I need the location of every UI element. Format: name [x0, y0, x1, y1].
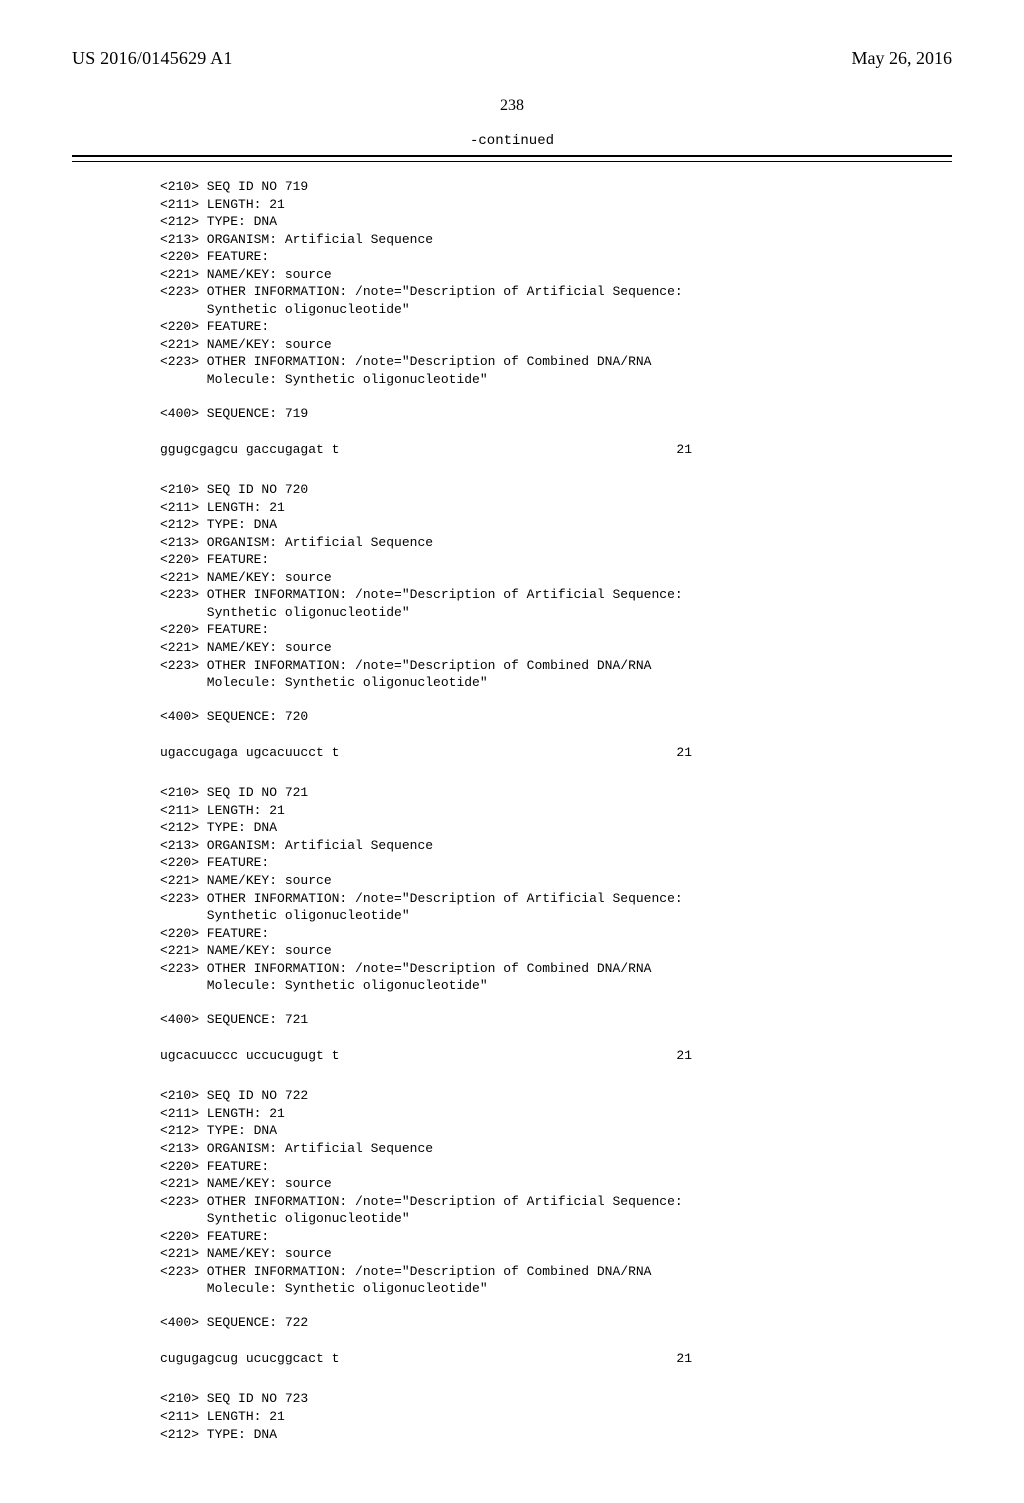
page-number: 238 [72, 97, 952, 115]
sequence-listing: <210> SEQ ID NO 719 <211> LENGTH: 21 <21… [72, 178, 952, 1443]
sequence-row: ggugcgagcu gaccugagat t 21 [72, 442, 952, 457]
rule-top-thin [72, 161, 952, 162]
sequence-text: cugugagcug ucucggcact t [160, 1351, 339, 1366]
sequence-header: <400> SEQUENCE: 722 [72, 1314, 952, 1332]
sequence-entry: <210> SEQ ID NO 721 <211> LENGTH: 21 <21… [72, 784, 952, 995]
sequence-length: 21 [676, 442, 692, 457]
sequence-text: ugaccugaga ugcacuucct t [160, 745, 339, 760]
continued-label: -continued [72, 133, 952, 149]
document-header: US 2016/0145629 A1 May 26, 2016 [72, 48, 952, 69]
sequence-header: <400> SEQUENCE: 721 [72, 1011, 952, 1029]
sequence-text: ggugcgagcu gaccugagat t [160, 442, 339, 457]
page-container: US 2016/0145629 A1 May 26, 2016 238 -con… [0, 0, 1024, 1503]
sequence-entry: <210> SEQ ID NO 719 <211> LENGTH: 21 <21… [72, 178, 952, 389]
sequence-length: 21 [676, 1351, 692, 1366]
sequence-row: cugugagcug ucucggcact t 21 [72, 1351, 952, 1366]
sequence-text: ugcacuuccc uccucugugt t [160, 1048, 339, 1063]
sequence-row: ugcacuuccc uccucugugt t 21 [72, 1048, 952, 1063]
sequence-entry: <210> SEQ ID NO 723 <211> LENGTH: 21 <21… [72, 1390, 952, 1443]
sequence-row: ugaccugaga ugcacuucct t 21 [72, 745, 952, 760]
sequence-entry: <210> SEQ ID NO 722 <211> LENGTH: 21 <21… [72, 1087, 952, 1298]
sequence-length: 21 [676, 745, 692, 760]
sequence-entry: <210> SEQ ID NO 720 <211> LENGTH: 21 <21… [72, 481, 952, 692]
sequence-header: <400> SEQUENCE: 719 [72, 405, 952, 423]
rule-top-thick [72, 155, 952, 157]
sequence-header: <400> SEQUENCE: 720 [72, 708, 952, 726]
publication-date: May 26, 2016 [852, 48, 953, 69]
sequence-length: 21 [676, 1048, 692, 1063]
publication-number: US 2016/0145629 A1 [72, 48, 233, 69]
